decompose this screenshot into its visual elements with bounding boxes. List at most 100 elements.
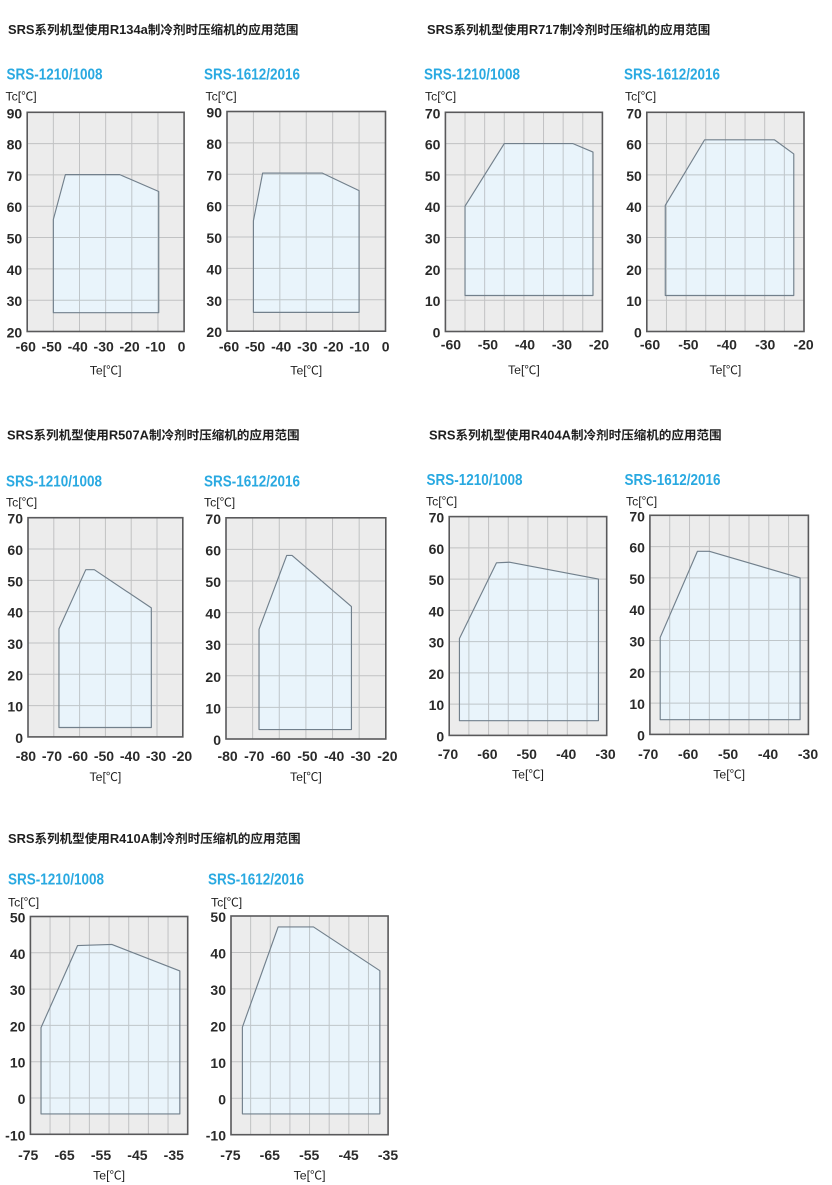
svg-text:-10: -10 <box>349 339 369 355</box>
svg-text:50: 50 <box>205 574 221 590</box>
svg-text:]: ] <box>319 364 322 378</box>
svg-text:30: 30 <box>206 293 222 309</box>
svg-text:10: 10 <box>205 700 221 716</box>
svg-text:-45: -45 <box>127 1147 147 1163</box>
svg-text:Te[: Te[ <box>290 770 307 784</box>
svg-text:70: 70 <box>7 511 23 527</box>
svg-text:R134a: R134a <box>110 22 149 37</box>
svg-text:-20: -20 <box>119 339 139 355</box>
svg-text:-50: -50 <box>517 746 537 762</box>
svg-text:Te[: Te[ <box>290 364 307 378</box>
svg-text:10: 10 <box>210 1055 226 1071</box>
svg-text:]: ] <box>36 896 39 910</box>
svg-text:-30: -30 <box>552 337 572 353</box>
svg-text:0: 0 <box>637 727 645 743</box>
svg-text:SRS-1210/1008: SRS-1210/1008 <box>8 872 104 889</box>
svg-text:-20: -20 <box>377 748 397 764</box>
svg-text:30: 30 <box>7 293 23 309</box>
svg-text:40: 40 <box>210 945 226 961</box>
svg-text:SRS: SRS <box>8 831 35 846</box>
svg-text:Te[: Te[ <box>512 768 529 782</box>
svg-text:-40: -40 <box>515 337 535 353</box>
svg-text:-60: -60 <box>441 337 461 353</box>
svg-text:0: 0 <box>18 1091 26 1107</box>
svg-text:-40: -40 <box>717 337 737 353</box>
svg-text:]: ] <box>322 1169 325 1183</box>
svg-text:60: 60 <box>425 137 441 153</box>
svg-text:Tc[: Tc[ <box>6 90 22 104</box>
svg-text:20: 20 <box>7 325 23 341</box>
svg-text:0: 0 <box>213 732 221 748</box>
svg-text:50: 50 <box>210 909 226 925</box>
svg-text:]: ] <box>742 768 745 782</box>
svg-text:-40: -40 <box>271 339 291 355</box>
svg-text:-70: -70 <box>638 746 658 762</box>
svg-text:]: ] <box>536 363 539 377</box>
svg-text:-20: -20 <box>172 748 192 764</box>
svg-text:70: 70 <box>629 508 645 524</box>
svg-text:]: ] <box>653 90 656 104</box>
svg-text:Tc[: Tc[ <box>425 90 441 104</box>
svg-text:-55: -55 <box>91 1147 111 1163</box>
svg-text:SRS-1210/1008: SRS-1210/1008 <box>6 474 102 491</box>
svg-text:20: 20 <box>10 1018 26 1034</box>
svg-text:-50: -50 <box>42 339 62 355</box>
svg-text:SRS: SRS <box>427 22 454 37</box>
svg-text:-70: -70 <box>438 746 458 762</box>
svg-text:60: 60 <box>206 199 222 215</box>
svg-text:-55: -55 <box>299 1147 319 1163</box>
svg-text:Tc[: Tc[ <box>206 90 222 104</box>
svg-text:-65: -65 <box>54 1147 74 1163</box>
svg-text:]: ] <box>34 496 37 510</box>
svg-text:Te[: Te[ <box>93 1169 110 1183</box>
svg-text:Te[: Te[ <box>508 363 525 377</box>
svg-text:R717: R717 <box>529 22 560 37</box>
svg-text:-75: -75 <box>220 1147 240 1163</box>
svg-text:10: 10 <box>425 293 441 309</box>
svg-text:-65: -65 <box>260 1147 280 1163</box>
svg-text:Tc[: Tc[ <box>6 496 22 510</box>
svg-text:-80: -80 <box>217 748 237 764</box>
svg-text:SRS: SRS <box>8 22 35 37</box>
svg-text:-60: -60 <box>640 337 660 353</box>
svg-text:-10: -10 <box>206 1128 226 1144</box>
svg-text:SRS-1612/2016: SRS-1612/2016 <box>204 474 300 491</box>
svg-text:30: 30 <box>210 982 226 998</box>
svg-text:-30: -30 <box>146 748 166 764</box>
svg-text:0: 0 <box>218 1091 226 1107</box>
svg-text:-60: -60 <box>219 339 239 355</box>
svg-text:0: 0 <box>433 325 441 341</box>
svg-text:50: 50 <box>206 230 222 246</box>
svg-text:-40: -40 <box>68 339 88 355</box>
svg-text:20: 20 <box>210 1018 226 1034</box>
svg-text:-35: -35 <box>378 1147 398 1163</box>
svg-text:]: ] <box>738 363 741 377</box>
svg-text:80: 80 <box>206 136 222 152</box>
svg-text:Te[: Te[ <box>709 363 726 377</box>
svg-text:-30: -30 <box>351 748 371 764</box>
svg-text:20: 20 <box>429 666 445 682</box>
svg-text:50: 50 <box>7 231 23 247</box>
svg-text:0: 0 <box>634 325 642 341</box>
svg-text:60: 60 <box>626 137 642 153</box>
svg-text:Tc[: Tc[ <box>211 896 227 910</box>
svg-text:SRS-1612/2016: SRS-1612/2016 <box>624 67 720 84</box>
svg-text:10: 10 <box>429 697 445 713</box>
svg-text:-80: -80 <box>16 748 36 764</box>
svg-text:R404A: R404A <box>531 428 571 443</box>
svg-text:SRS-1612/2016: SRS-1612/2016 <box>204 67 300 84</box>
svg-text:-40: -40 <box>324 748 344 764</box>
svg-text:-40: -40 <box>556 746 576 762</box>
svg-text:20: 20 <box>425 262 441 278</box>
svg-text:70: 70 <box>626 105 642 121</box>
svg-text:70: 70 <box>425 105 441 121</box>
svg-text:Tc[: Tc[ <box>8 896 24 910</box>
svg-text:50: 50 <box>7 573 23 589</box>
svg-text:20: 20 <box>206 324 222 340</box>
svg-text:-30: -30 <box>755 337 775 353</box>
svg-text:40: 40 <box>429 603 445 619</box>
svg-text:30: 30 <box>7 636 23 652</box>
svg-text:Te[: Te[ <box>89 770 106 784</box>
svg-text:40: 40 <box>205 606 221 622</box>
svg-text:Tc[: Tc[ <box>625 90 641 104</box>
